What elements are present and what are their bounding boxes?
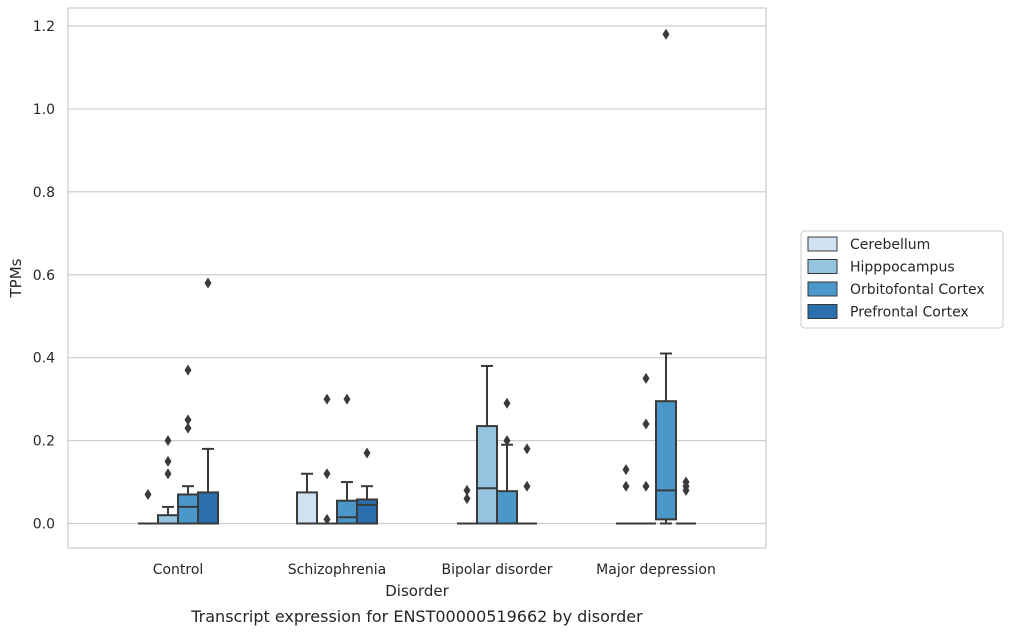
outlier-point bbox=[503, 435, 511, 447]
outlier-point bbox=[622, 480, 630, 492]
outlier-point bbox=[184, 414, 192, 426]
chart-caption: Transcript expression for ENST0000051966… bbox=[190, 607, 643, 626]
y-axis-label: TPMs bbox=[7, 258, 25, 298]
y-tick-label: 0.6 bbox=[33, 268, 55, 284]
box-plot bbox=[177, 364, 199, 525]
legend-items: Cerebellum Hipppocampus Orbitofontal Corte… bbox=[807, 236, 985, 321]
outlier-point bbox=[184, 422, 192, 434]
legend-label: Hipppocampus bbox=[850, 260, 955, 276]
outlier-point bbox=[523, 480, 531, 492]
outlier-point bbox=[642, 480, 650, 492]
box-plot bbox=[457, 484, 477, 525]
outlier-point bbox=[164, 455, 172, 467]
x-tick-label: Schizophrenia bbox=[288, 562, 386, 578]
outlier-point bbox=[363, 447, 371, 459]
outlier-point bbox=[323, 468, 331, 480]
outlier-point bbox=[144, 488, 152, 500]
legend-label: Prefrontal Cortex bbox=[850, 305, 969, 321]
plot-area bbox=[68, 8, 766, 548]
legend-swatch bbox=[807, 281, 838, 297]
box bbox=[655, 400, 677, 521]
plot-frame bbox=[67, 7, 767, 549]
legend-label: Orbitofontal Cortex bbox=[850, 282, 985, 298]
outlier-point bbox=[164, 468, 172, 480]
box-plot bbox=[636, 372, 656, 525]
box bbox=[356, 498, 378, 525]
box-plot bbox=[517, 443, 537, 525]
outlier-point bbox=[164, 435, 172, 447]
x-axis-label: Disorder bbox=[385, 582, 449, 600]
y-tick-label: 0.8 bbox=[33, 185, 55, 201]
box-plot bbox=[317, 393, 337, 525]
box-plot bbox=[655, 28, 677, 525]
box-plot bbox=[616, 464, 636, 525]
outlier-point bbox=[323, 513, 331, 525]
box-plot bbox=[496, 397, 518, 525]
box-plot bbox=[676, 476, 696, 525]
outlier-point bbox=[463, 493, 471, 505]
y-tick-label: 0.4 bbox=[33, 351, 55, 367]
box-plot bbox=[138, 488, 158, 525]
outlier-point bbox=[642, 372, 650, 384]
legend-label: Cerebellum bbox=[850, 237, 930, 253]
box-plot bbox=[476, 364, 498, 525]
box bbox=[177, 493, 199, 525]
legend-frame bbox=[800, 230, 1004, 329]
box bbox=[476, 425, 498, 525]
outlier-point bbox=[184, 364, 192, 376]
box-plot bbox=[197, 277, 219, 525]
y-tick-label: 0.0 bbox=[33, 517, 55, 533]
outlier-point bbox=[343, 393, 351, 405]
y-tick-label: 0.2 bbox=[33, 434, 55, 450]
legend-swatch bbox=[807, 259, 838, 274]
box-layer bbox=[138, 28, 696, 525]
y-tick-label: 1.0 bbox=[33, 102, 55, 118]
box-plot bbox=[296, 472, 318, 525]
y-tick-label: 1.2 bbox=[33, 19, 55, 35]
outlier-point bbox=[642, 418, 650, 430]
box bbox=[336, 499, 358, 525]
box bbox=[197, 491, 219, 525]
box-plot bbox=[356, 447, 378, 525]
outlier-point bbox=[662, 28, 670, 40]
box bbox=[496, 490, 518, 525]
outlier-point bbox=[204, 277, 212, 289]
x-tick-label: Control bbox=[153, 562, 204, 578]
box bbox=[296, 491, 318, 525]
legend-swatch bbox=[807, 236, 838, 252]
outlier-point bbox=[503, 397, 511, 409]
outlier-point bbox=[463, 484, 471, 496]
x-tick-label: Bipolar disorder bbox=[441, 562, 552, 578]
y-tick-labels: 0.0 0.2 0.4 0.6 0.8 1.0 1.2 bbox=[33, 19, 55, 533]
outlier-point bbox=[323, 393, 331, 405]
legend-swatch bbox=[807, 304, 838, 319]
legend: Cerebellum Hipppocampus Orbitofontal Corte… bbox=[800, 230, 1004, 329]
box bbox=[157, 514, 179, 525]
outlier-point bbox=[682, 484, 690, 496]
x-tick-label: Major depression bbox=[596, 562, 716, 578]
outlier-point bbox=[622, 464, 630, 476]
x-tick-labels: Control Schizophrenia Bipolar disorder Majo… bbox=[153, 562, 716, 578]
outlier-point bbox=[523, 443, 531, 455]
